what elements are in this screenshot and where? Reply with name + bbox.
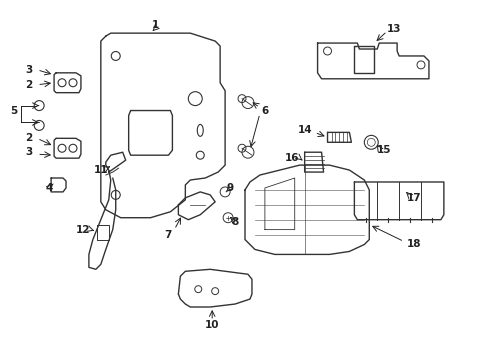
Text: 18: 18	[406, 239, 421, 249]
Text: 8: 8	[231, 217, 238, 227]
Text: 1: 1	[152, 20, 159, 30]
Text: 6: 6	[261, 105, 268, 116]
Text: 3: 3	[25, 147, 33, 157]
Text: 2: 2	[25, 133, 33, 143]
Text: 11: 11	[93, 165, 108, 175]
Text: 2: 2	[25, 80, 33, 90]
Text: 15: 15	[376, 145, 391, 155]
Text: 9: 9	[226, 183, 233, 193]
Text: 3: 3	[25, 65, 33, 75]
Text: 12: 12	[76, 225, 90, 235]
Text: 7: 7	[164, 230, 172, 239]
Text: 16: 16	[284, 153, 298, 163]
Text: 5: 5	[10, 105, 17, 116]
Text: 14: 14	[297, 125, 311, 135]
Text: 17: 17	[406, 193, 421, 203]
Text: 4: 4	[45, 183, 53, 193]
Text: 13: 13	[386, 24, 401, 34]
Text: 10: 10	[204, 320, 219, 330]
